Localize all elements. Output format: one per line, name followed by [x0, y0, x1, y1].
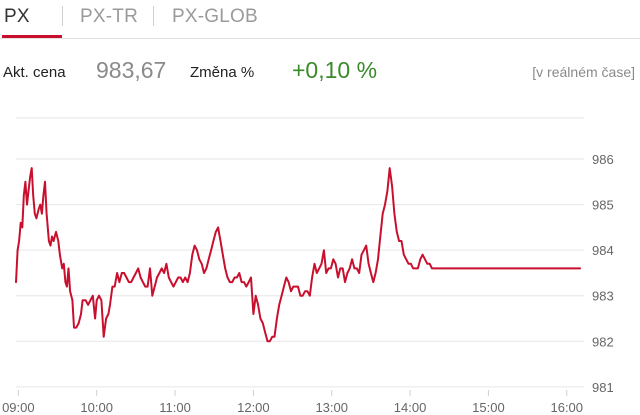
realtime-status: [v reálném čase] [532, 64, 635, 80]
tabs-divider [0, 38, 640, 39]
y-tick-label: 981 [592, 380, 614, 395]
y-tick-label: 986 [592, 152, 614, 167]
x-tick-label: 12:00 [237, 400, 270, 415]
chart-grid [16, 117, 584, 396]
y-tick-label: 982 [592, 334, 614, 349]
tab-px-glob[interactable]: PX-GLOB [172, 6, 258, 27]
tab-px[interactable]: PX [4, 6, 30, 27]
x-tick-label: 11:00 [159, 400, 191, 415]
x-axis-labels: 09:00 10:00 11:00 12:00 13:00 14:00 15:00 16:00 [2, 400, 583, 415]
tab-separator [62, 6, 63, 26]
x-tick-label: 09:00 [2, 400, 35, 415]
active-tab-indicator [2, 35, 62, 39]
quote-bar: Akt. cena 983,67 Změna % +0,10 % [v reál… [0, 56, 640, 86]
index-tabs: PX PX-TR PX-GLOB [0, 0, 640, 40]
tab-separator [153, 6, 154, 26]
current-price: 983,67 [96, 57, 167, 83]
x-tick-label: 10:00 [80, 400, 113, 415]
y-tick-label: 985 [592, 198, 614, 213]
x-tick-label: 13:00 [315, 400, 348, 415]
price-label: Akt. cena [3, 64, 66, 81]
change-label: Změna % [190, 64, 255, 81]
x-tick-label: 15:00 [472, 400, 505, 415]
price-chart: 981 982 983 984 985 986 09:00 10:00 11:00 12:00 1… [2, 117, 614, 415]
y-tick-label: 984 [592, 243, 614, 258]
x-tick-label: 14:00 [394, 400, 427, 415]
y-tick-label: 983 [592, 289, 614, 304]
series-line [15, 167, 582, 343]
y-axis-labels: 981 982 983 984 985 986 [592, 152, 614, 395]
tab-px-tr[interactable]: PX-TR [80, 6, 138, 27]
x-tick-label: 16:00 [550, 400, 583, 415]
change-value: +0,10 % [292, 57, 378, 83]
